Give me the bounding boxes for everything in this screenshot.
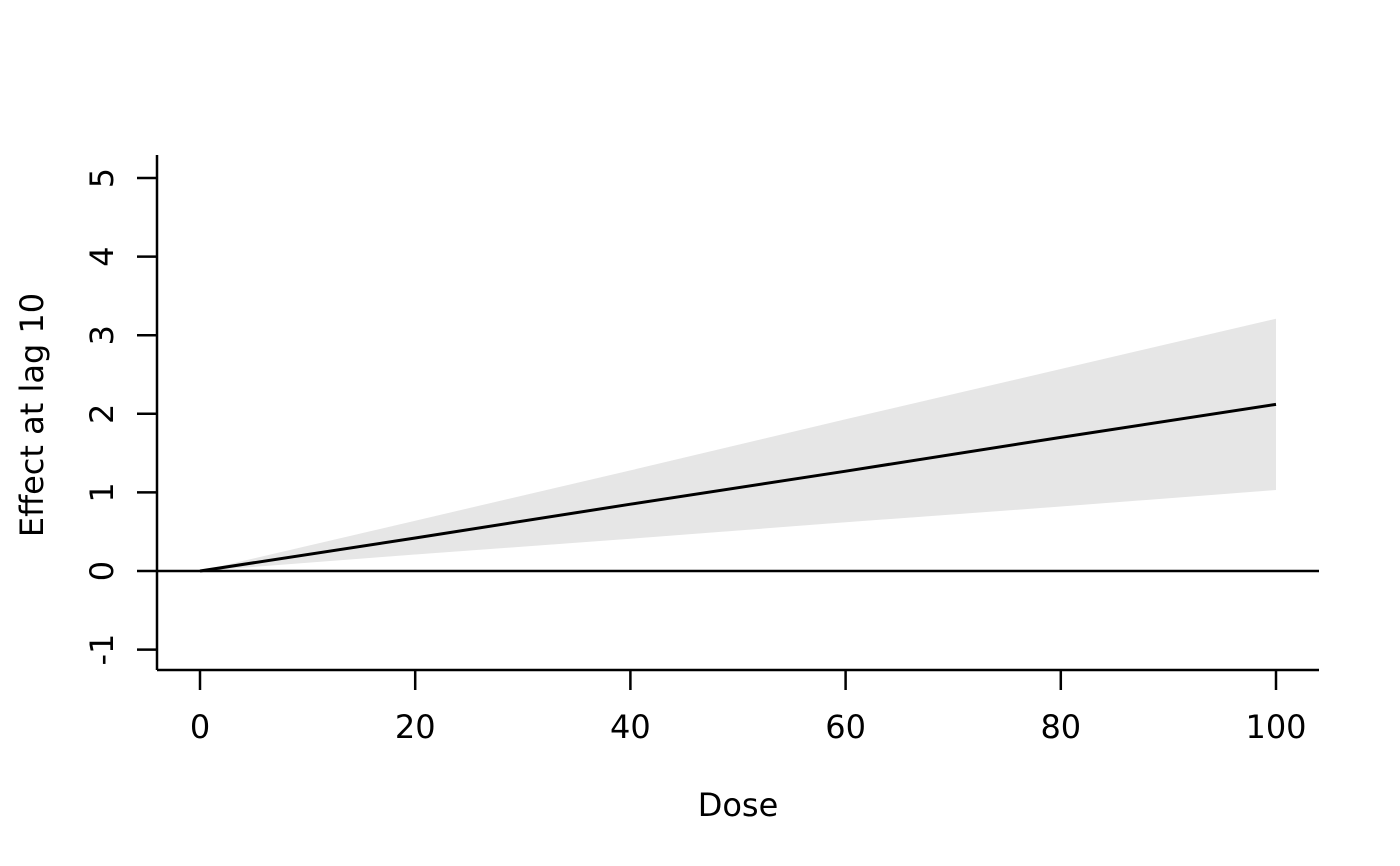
y-tick-label: 3: [83, 325, 121, 345]
y-tick-label: 5: [83, 168, 121, 188]
axis-layer: [137, 155, 1319, 690]
x-tick-label: 20: [395, 708, 436, 746]
x-tick-label: 40: [610, 708, 651, 746]
x-tick-label: 60: [825, 708, 866, 746]
x-tick-label: 0: [190, 708, 210, 746]
y-tick-label: 0: [83, 561, 121, 581]
x-tick-label: 80: [1040, 708, 1081, 746]
y-tick-label: 4: [83, 246, 121, 266]
y-tick-label: 2: [83, 404, 121, 424]
x-tick-label: 100: [1245, 708, 1306, 746]
estimate-line: [199, 402, 1277, 573]
confidence-band-layer: [200, 318, 1276, 571]
tick-label-layer: 0 20 40 60 80 100 -1 0 1 2 3 4 5: [83, 168, 1307, 746]
y-axis-title: Effect at lag 10: [13, 293, 51, 537]
line-layer: [157, 402, 1319, 573]
x-axis-title: Dose: [698, 786, 779, 824]
y-tick-label: -1: [83, 634, 121, 666]
y-tick-label: 1: [83, 482, 121, 502]
confidence-band: [200, 318, 1276, 571]
